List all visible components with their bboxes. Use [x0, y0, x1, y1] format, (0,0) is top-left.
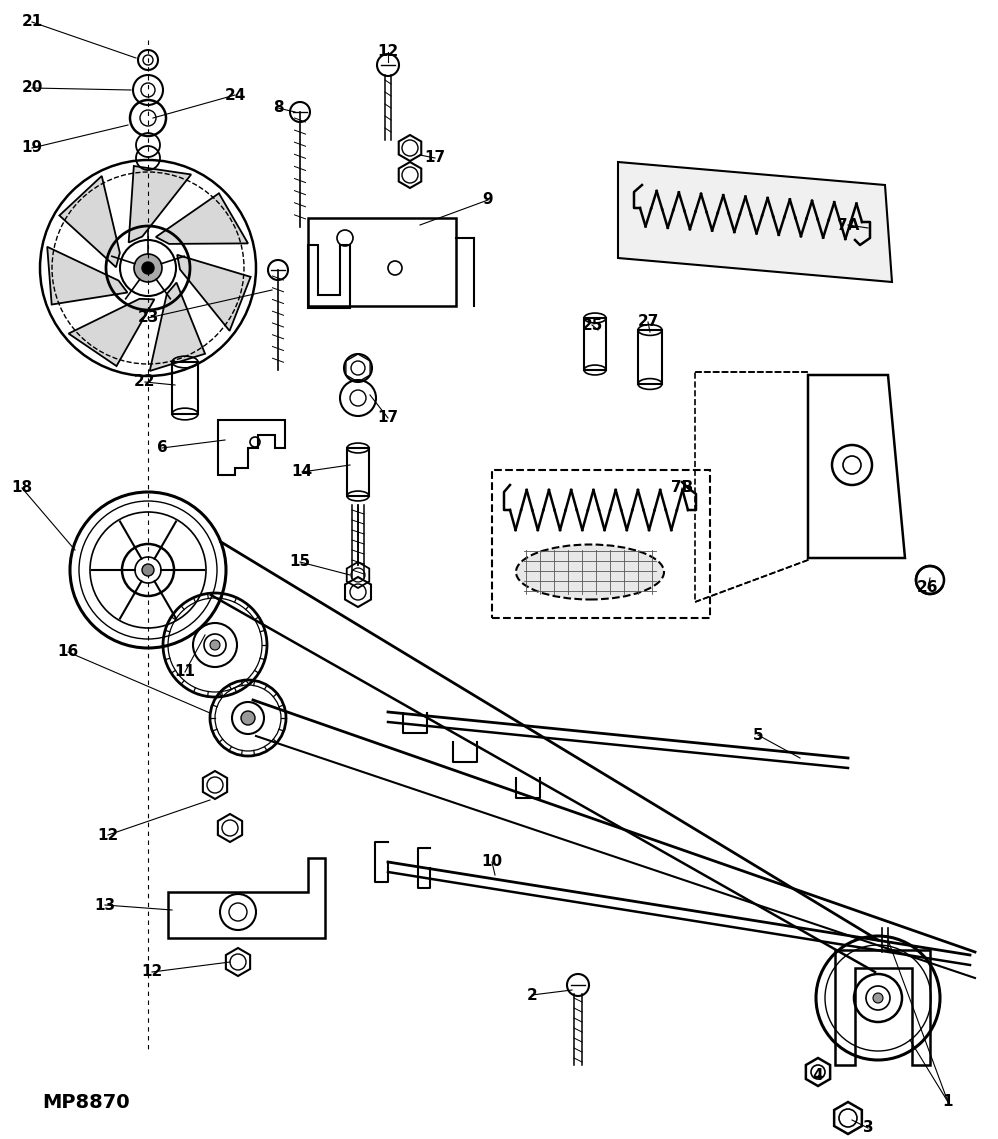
Text: 4: 4: [812, 1067, 823, 1082]
Text: 9: 9: [483, 192, 493, 207]
Polygon shape: [69, 298, 155, 366]
Text: 23: 23: [138, 311, 159, 326]
Polygon shape: [47, 247, 128, 304]
Polygon shape: [150, 282, 205, 371]
Text: 18: 18: [11, 481, 33, 495]
Circle shape: [142, 564, 154, 576]
Text: 26: 26: [917, 581, 939, 596]
Circle shape: [873, 993, 883, 1003]
Text: 19: 19: [21, 140, 43, 156]
Text: 2: 2: [527, 988, 537, 1002]
Circle shape: [210, 640, 220, 650]
Text: 24: 24: [225, 88, 246, 103]
Text: 20: 20: [21, 81, 43, 96]
Bar: [308, 218, 456, 306]
Text: 13: 13: [95, 898, 116, 912]
Bar: [638, 330, 662, 384]
Text: 21: 21: [21, 15, 43, 30]
Text: 5: 5: [752, 728, 763, 743]
Text: 8: 8: [272, 100, 283, 115]
Text: 6: 6: [157, 441, 168, 456]
Text: 16: 16: [57, 645, 79, 659]
Text: 10: 10: [481, 854, 503, 869]
Bar: [584, 318, 606, 370]
Polygon shape: [129, 166, 192, 243]
Text: 14: 14: [291, 465, 312, 480]
Polygon shape: [618, 162, 892, 282]
Text: 7A: 7A: [836, 218, 859, 232]
Text: 27: 27: [638, 314, 659, 329]
Polygon shape: [156, 194, 249, 244]
Text: 1: 1: [943, 1095, 953, 1109]
Bar: [347, 448, 369, 495]
Text: 12: 12: [98, 828, 119, 843]
Circle shape: [134, 254, 162, 282]
Text: 11: 11: [175, 664, 196, 680]
Text: 12: 12: [142, 965, 163, 980]
Text: 12: 12: [377, 44, 398, 59]
Bar: [172, 362, 198, 413]
Text: 3: 3: [862, 1121, 873, 1136]
Circle shape: [142, 262, 154, 274]
Circle shape: [241, 711, 255, 726]
Text: MP8870: MP8870: [42, 1092, 130, 1112]
Ellipse shape: [516, 544, 664, 599]
Text: 17: 17: [377, 410, 398, 426]
Polygon shape: [178, 255, 250, 330]
Bar: [492, 470, 710, 618]
Text: 7B: 7B: [671, 481, 694, 495]
Text: 25: 25: [581, 318, 603, 333]
Text: 15: 15: [289, 555, 310, 570]
Text: 17: 17: [424, 150, 445, 165]
Polygon shape: [60, 175, 120, 268]
Text: 22: 22: [135, 375, 156, 390]
